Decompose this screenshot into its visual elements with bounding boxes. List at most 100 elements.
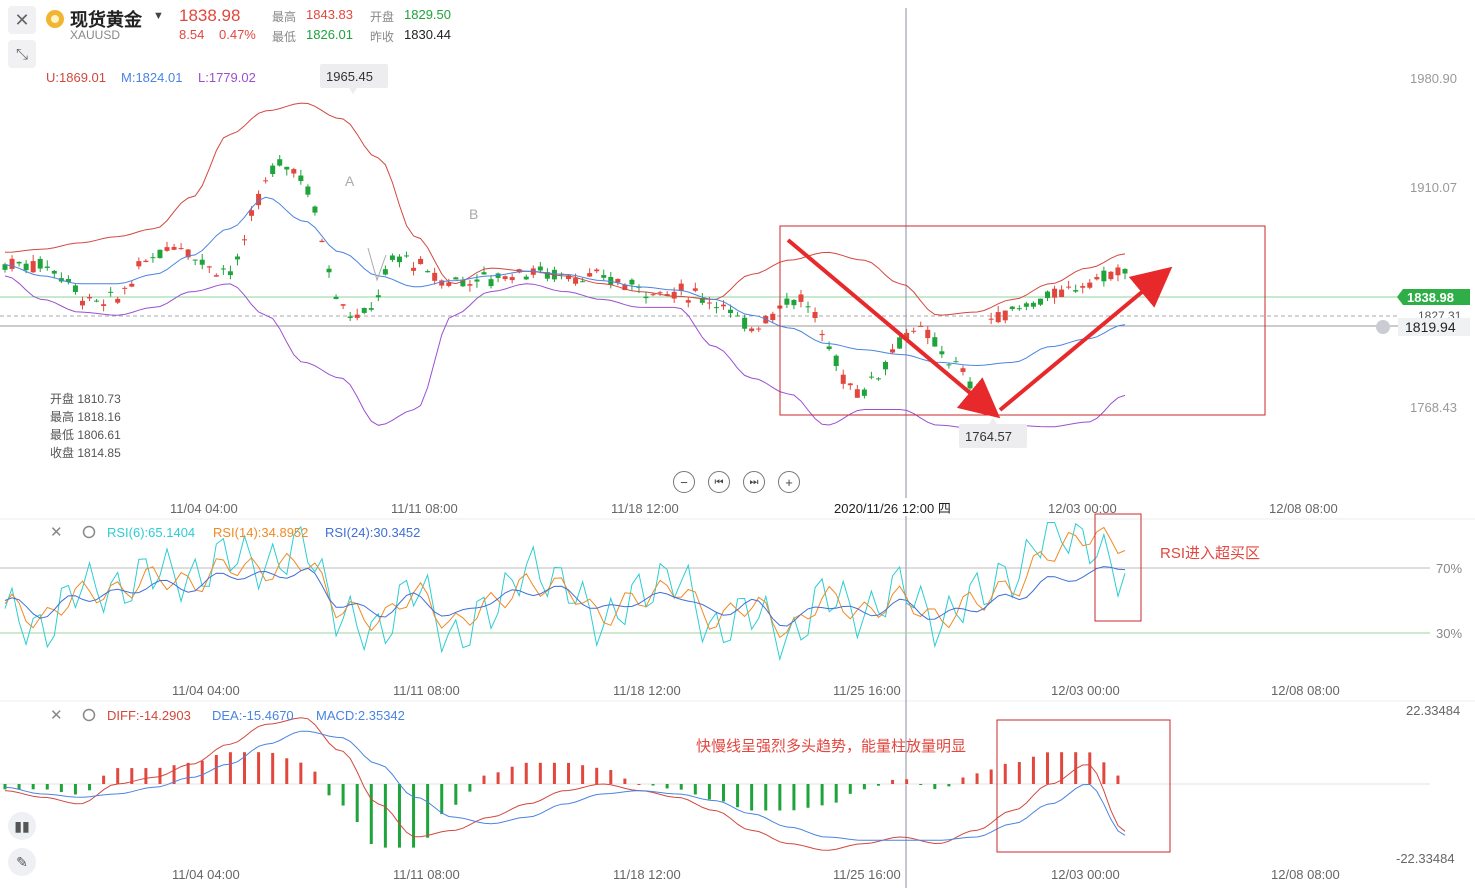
cursor-price-tag — [1398, 318, 1470, 336]
candle-body — [671, 291, 677, 299]
candle-body — [319, 240, 325, 243]
candle-body — [735, 315, 741, 317]
rsi14-line — [4, 526, 1126, 639]
indicator-tool-icon[interactable]: ▮▮ — [8, 812, 36, 840]
zoom-in-button[interactable]: + — [778, 471, 800, 493]
close-icon[interactable]: ✕ — [8, 6, 36, 34]
candle-body — [9, 258, 15, 269]
macd-bar — [764, 784, 768, 811]
candle-body — [164, 247, 170, 251]
candle-body — [720, 304, 726, 307]
price-axis-label: 1910.07 — [1410, 180, 1457, 195]
candle-body — [1087, 282, 1093, 288]
gold-coin-icon — [46, 10, 64, 28]
macd-bar — [59, 784, 63, 793]
macd-bar — [679, 784, 683, 790]
zoom-out-button[interactable]: − — [673, 471, 695, 493]
rsi-annotation: RSI进入超买区 — [1160, 545, 1260, 562]
candle-body — [157, 249, 163, 259]
macd-bar — [792, 784, 796, 811]
macd-bar — [665, 784, 669, 789]
macd-bar — [651, 784, 655, 786]
candle-body — [819, 333, 825, 336]
peak-value: 1965.45 — [326, 69, 373, 84]
trough-value: 1764.57 — [965, 429, 1012, 444]
time-axis-label: 12/03 00:00 — [1048, 501, 1117, 516]
candle-body — [1101, 270, 1107, 282]
candle-body — [805, 306, 811, 308]
candle-body — [713, 307, 719, 309]
candle-body — [488, 279, 494, 287]
symbol-code: XAUUSD — [70, 28, 121, 42]
macd-bar — [355, 784, 359, 823]
candle-body — [544, 272, 550, 279]
candle-body — [742, 317, 748, 329]
bell-icon[interactable] — [1376, 320, 1390, 334]
collapse-icon[interactable]: ⤡ — [8, 40, 36, 68]
chevron-down-icon[interactable]: ▼ — [153, 10, 164, 22]
candle-body — [791, 299, 797, 306]
candle-body — [101, 304, 107, 306]
candle-body — [1030, 302, 1036, 307]
macd-close-icon[interactable]: ✕ — [50, 707, 63, 724]
macd-bar — [31, 784, 35, 790]
candle-body — [284, 166, 290, 170]
rsi-close-icon[interactable]: ✕ — [50, 524, 63, 541]
open-value: 1829.50 — [404, 7, 451, 22]
candle-body — [911, 330, 917, 332]
rsi-level-70: 70% — [1436, 561, 1462, 576]
candle-body — [44, 266, 50, 268]
macd-bar — [820, 784, 824, 806]
rsi24-legend: RSI(24):30.3452 — [325, 525, 420, 540]
macd-bar — [933, 784, 937, 790]
candle-body — [995, 312, 1001, 323]
scroll-left-button[interactable]: ⏮ — [708, 471, 730, 493]
macd-bar — [172, 765, 176, 784]
macd-bar — [1046, 752, 1050, 784]
symbol-name[interactable]: 现货黄金 — [70, 10, 142, 30]
candle-body — [1009, 306, 1015, 310]
macd-bar — [1102, 762, 1106, 784]
macd-settings-icon[interactable] — [82, 708, 96, 722]
prev-close-value: 1830.44 — [404, 27, 451, 42]
ohlc-low: 最低 1806.61 — [50, 426, 121, 444]
macd-bar — [426, 784, 430, 838]
macd-bar — [440, 784, 444, 815]
down-trend-arrow — [786, 238, 1001, 419]
indicator-lines — [4, 102, 1126, 851]
candle-body — [925, 329, 931, 339]
candle-body — [150, 257, 156, 259]
macd-diff-legend: DIFF:-14.2903 — [107, 708, 191, 723]
candle-body — [1052, 288, 1058, 298]
candle-body — [847, 383, 853, 386]
candle-body — [770, 313, 776, 321]
candle-body — [749, 328, 755, 332]
price-axis-label: 1768.43 — [1410, 400, 1457, 415]
candle-body — [706, 302, 712, 304]
draw-pencil-icon[interactable]: ✎ — [8, 848, 36, 876]
scroll-right-button[interactable]: ⏭ — [743, 471, 765, 493]
rsi-time-label: 11/25 16:00 — [833, 683, 901, 698]
rsi-settings-icon[interactable] — [82, 525, 96, 539]
macd-bar — [750, 784, 754, 811]
macd-bar — [707, 784, 711, 800]
high-label: 最高 — [272, 10, 297, 24]
macd-bar — [397, 784, 401, 848]
low-label: 最低 — [272, 30, 297, 44]
candle-body — [566, 275, 572, 280]
macd-bar — [975, 773, 979, 784]
candle-body — [51, 270, 57, 274]
macd-bar — [242, 752, 246, 784]
quote-header: ✕ ⤡ 现货黄金 ▼ XAUUSD 1838.98 8.54 0.47% 最高 … — [0, 0, 1475, 68]
macd-bar — [905, 779, 909, 784]
candle-body — [396, 256, 402, 263]
rsi-highlight-box — [1094, 513, 1142, 622]
candle-body — [16, 261, 22, 264]
candle-body — [1016, 308, 1022, 310]
candle-body — [1002, 310, 1008, 321]
current-price: 1838.98 — [179, 6, 241, 25]
macd-bar — [299, 762, 303, 784]
candle-body — [1115, 267, 1121, 276]
candle-body — [601, 275, 607, 278]
